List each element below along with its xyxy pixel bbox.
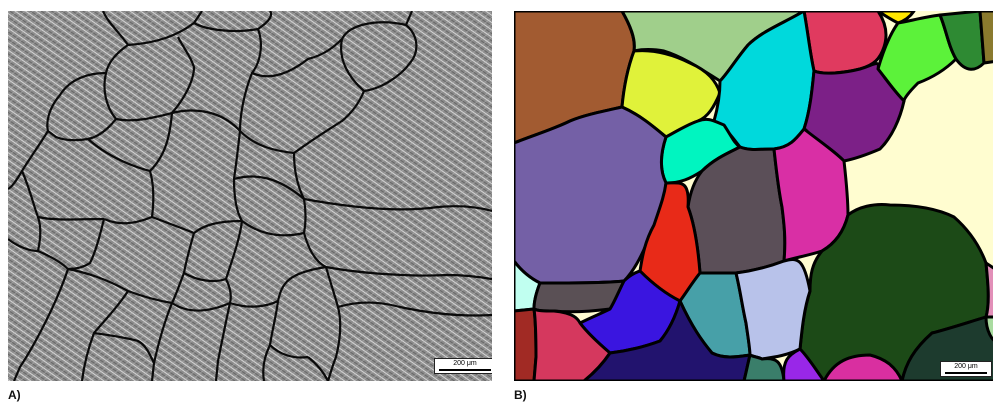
scale-bar-line [945, 372, 987, 374]
segmentation-map [514, 11, 993, 381]
panel-a-caption: A) [8, 388, 21, 402]
micrograph-panel: 200 μm [8, 11, 492, 381]
scale-bar-line [439, 369, 491, 371]
scale-bar: 200 μm [940, 361, 992, 377]
scale-bar-label: 200 μm [941, 362, 991, 371]
scale-bar-label: 200 μm [435, 359, 492, 368]
micrograph-image [8, 11, 492, 381]
scale-bar: 200 μm [434, 358, 492, 374]
segmentation-panel: 200 μm [514, 11, 993, 381]
panel-b-caption: B) [514, 388, 527, 402]
